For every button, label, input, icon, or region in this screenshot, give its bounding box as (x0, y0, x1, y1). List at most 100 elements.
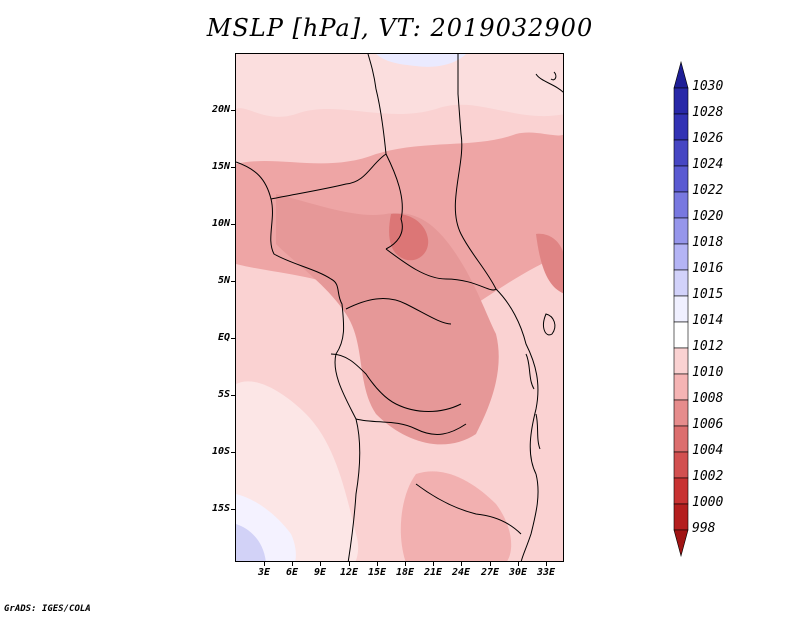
colorbar-segment (673, 347, 689, 375)
lake-malawi (535, 413, 541, 450)
colorbar-level-label: 1014 (692, 313, 724, 328)
east-african-border (495, 288, 539, 475)
colorbar-segment (673, 87, 689, 115)
lon-tick (377, 562, 378, 566)
lat-tick (231, 395, 235, 396)
lon-label-18e: 18E (395, 567, 415, 578)
colorbar-level-label: 1008 (692, 391, 724, 406)
pressure-field-sw-high (236, 524, 266, 561)
angola-border (355, 418, 467, 435)
lat-label-15s: 15S (211, 503, 230, 514)
lon-label-15e: 15E (367, 567, 387, 578)
congo-border (345, 298, 452, 325)
lon-label-3e: 3E (257, 567, 271, 578)
lon-tick (405, 562, 406, 566)
lat-tick (231, 224, 235, 225)
lon-tick (292, 562, 293, 566)
lon-label-6e: 6E (285, 567, 299, 578)
lat-label-5s: 5S (217, 389, 230, 400)
pressure-field-east-low (536, 233, 563, 294)
pressure-field-map (236, 54, 563, 561)
colorbar-level-label: 1016 (692, 261, 724, 276)
colorbar-level-label: 1018 (692, 235, 724, 250)
colorbar-level-label: 1002 (692, 469, 724, 484)
lon-label-24e: 24E (451, 567, 471, 578)
lon-tick (490, 562, 491, 566)
colorbar-segment (673, 321, 689, 349)
zambia-border (415, 483, 522, 535)
colorbar-level-label: 1022 (692, 183, 724, 198)
lon-label-12e: 12E (339, 567, 359, 578)
sinai-fragment (550, 71, 557, 81)
colorbar-segment (673, 295, 689, 323)
lake-tanganyika (525, 353, 535, 390)
colorbar-level-label: 1020 (692, 209, 724, 224)
lon-tick (433, 562, 434, 566)
lat-tick (231, 452, 235, 453)
lat-label-15n: 15N (211, 161, 230, 172)
lon-label-33e: 33E (536, 567, 556, 578)
atlantic-coastline (236, 161, 361, 561)
map-title: MSLP [hPa], VT: 2019032900 (206, 14, 594, 42)
lat-tick (231, 281, 235, 282)
pressure-field-north (236, 54, 563, 117)
sudan-border (454, 54, 497, 290)
sahel-border (270, 153, 387, 200)
colorbar-segment (673, 451, 689, 479)
lon-label-30e: 30E (508, 567, 528, 578)
colorbar-segment (673, 503, 689, 531)
colorbar-segment (673, 113, 689, 141)
colorbar-segment (673, 373, 689, 401)
lat-tick (231, 338, 235, 339)
colorbar-level-label: 1004 (692, 443, 724, 458)
lat-label-5n: 5N (217, 275, 230, 286)
colorbar-level-label: 1028 (692, 105, 724, 120)
map-panel (235, 53, 564, 562)
colorbar-level-label: 1015 (692, 287, 724, 302)
colorbar-segment (673, 139, 689, 167)
colorbar-segment (673, 529, 689, 558)
lon-tick (461, 562, 462, 566)
lat-label-10s: 10S (211, 446, 230, 457)
lon-tick (264, 562, 265, 566)
pressure-field-north-high (376, 54, 466, 67)
coastline-borders (236, 54, 563, 561)
colorbar-level-label: 1030 (692, 79, 724, 94)
colorbar-level-label: 1024 (692, 157, 724, 172)
lat-label-eq: EQ (217, 332, 230, 343)
mozambique-border (520, 473, 539, 561)
colorbar-segment (673, 191, 689, 219)
colorbar-level-label: 1012 (692, 339, 724, 354)
colorbar-segment (673, 425, 689, 453)
colorbar-level-label: 998 (692, 521, 716, 536)
lat-tick (231, 509, 235, 510)
lon-tick (349, 562, 350, 566)
lon-label-21e: 21E (423, 567, 443, 578)
lon-tick (518, 562, 519, 566)
colorbar-segment (673, 399, 689, 427)
lat-label-10n: 10N (211, 218, 230, 229)
red-sea-coast (535, 73, 563, 93)
lake-victoria (543, 313, 556, 336)
credit-text: GrADS: IGES/COLA (4, 604, 91, 614)
lat-label-20n: 20N (211, 104, 230, 115)
pressure-field-congo-low (276, 194, 499, 445)
colorbar-level-label: 1010 (692, 365, 724, 380)
colorbar-segment (673, 60, 689, 89)
colorbar-level-label: 1006 (692, 417, 724, 432)
drc-border (330, 353, 462, 412)
colorbar-level-label: 1000 (692, 495, 724, 510)
lon-tick (546, 562, 547, 566)
chad-border (385, 153, 403, 250)
car-border (385, 248, 497, 291)
lon-label-27e: 27E (480, 567, 500, 578)
chad-niger-border (367, 54, 387, 155)
lat-tick (231, 110, 235, 111)
colorbar-segment (673, 165, 689, 193)
colorbar-level-label: 1026 (692, 131, 724, 146)
lon-tick (320, 562, 321, 566)
pressure-field-local-low (389, 213, 429, 261)
colorbar-segment (673, 269, 689, 297)
colorbar-segment (673, 243, 689, 271)
lon-label-9e: 9E (313, 567, 327, 578)
